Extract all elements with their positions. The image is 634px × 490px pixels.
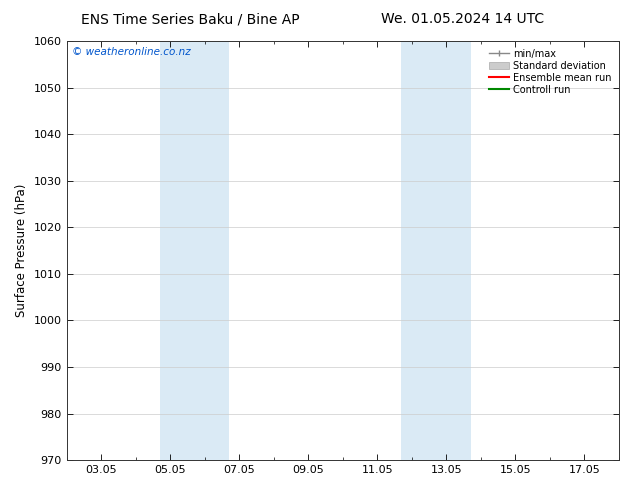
Bar: [401, 41, 470, 460]
Y-axis label: Surface Pressure (hPa): Surface Pressure (hPa): [15, 184, 28, 318]
Text: ENS Time Series Baku / Bine AP: ENS Time Series Baku / Bine AP: [81, 12, 299, 26]
Bar: [160, 41, 229, 460]
Text: © weatheronline.co.nz: © weatheronline.co.nz: [72, 48, 191, 57]
Legend: min/max, Standard deviation, Ensemble mean run, Controll run: min/max, Standard deviation, Ensemble me…: [486, 46, 614, 98]
Text: We. 01.05.2024 14 UTC: We. 01.05.2024 14 UTC: [381, 12, 545, 26]
